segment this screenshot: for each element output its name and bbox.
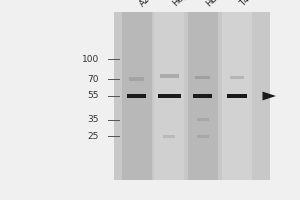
Text: 25: 25 — [88, 132, 99, 141]
Bar — [114, 12, 270, 180]
Text: 100: 100 — [82, 55, 99, 64]
Bar — [164, 135, 175, 138]
Text: 70: 70 — [88, 75, 99, 84]
Bar — [222, 12, 252, 180]
Bar — [227, 94, 247, 98]
Bar — [188, 12, 218, 180]
Text: A2058: A2058 — [138, 0, 164, 8]
Bar — [195, 76, 210, 79]
Bar — [127, 94, 146, 98]
Bar — [160, 74, 178, 78]
Bar — [230, 76, 244, 79]
Bar — [122, 12, 152, 180]
Text: HL-60: HL-60 — [204, 0, 228, 8]
Text: 35: 35 — [88, 115, 99, 124]
Bar — [129, 77, 144, 81]
Text: 55: 55 — [88, 92, 99, 100]
Polygon shape — [262, 92, 276, 100]
Bar — [154, 12, 184, 180]
Text: T47D: T47D — [238, 0, 260, 8]
Bar — [196, 118, 208, 121]
Text: HepG2: HepG2 — [171, 0, 198, 8]
Bar — [196, 135, 208, 138]
Bar — [193, 94, 212, 98]
Bar — [158, 94, 181, 98]
